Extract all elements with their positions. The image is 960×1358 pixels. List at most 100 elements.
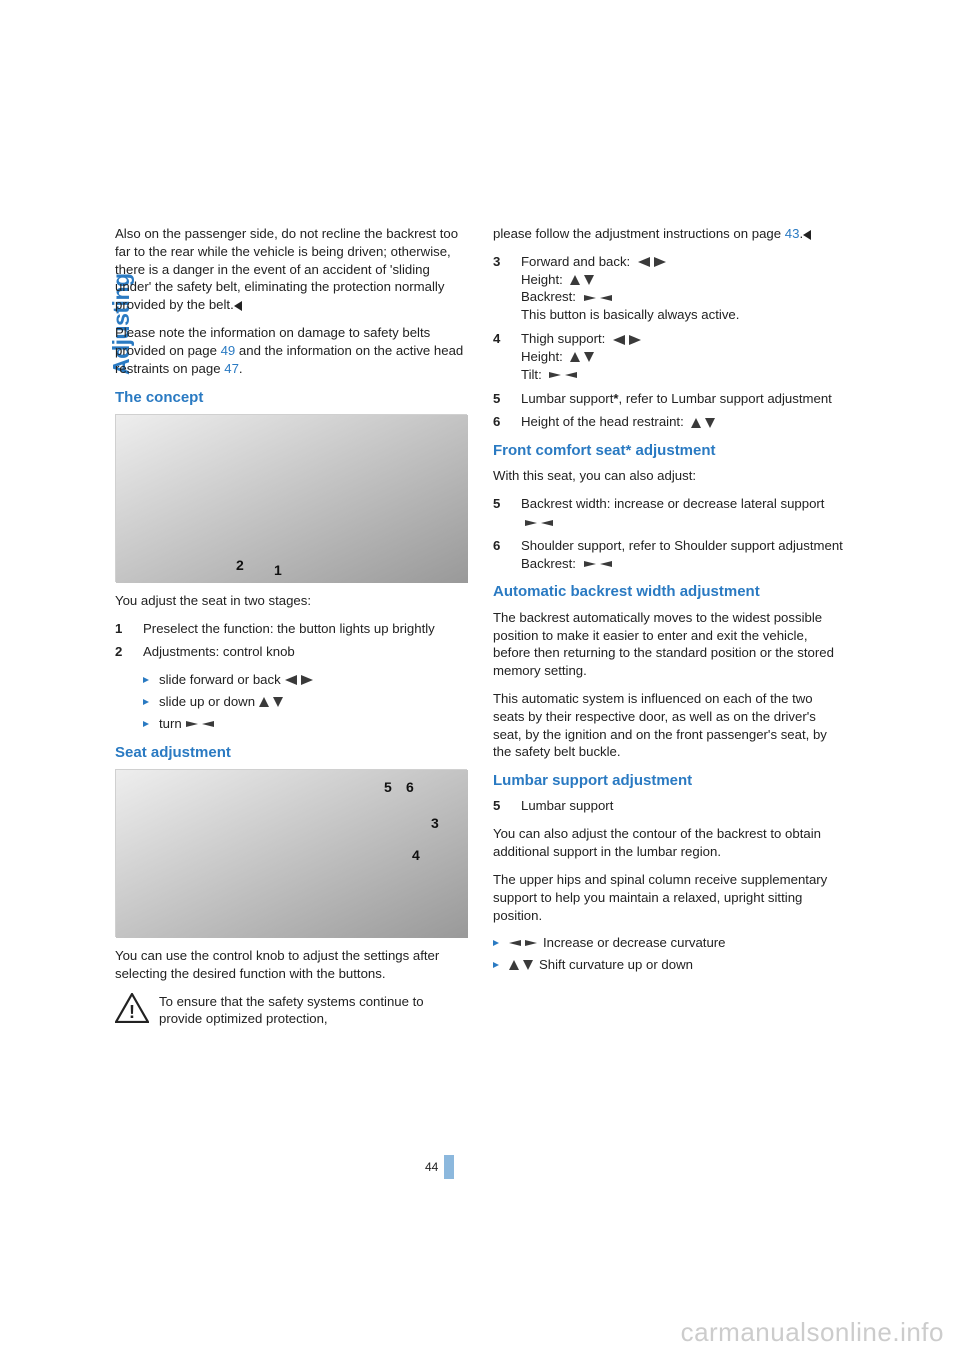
page-link[interactable]: 43 <box>785 226 800 241</box>
sub-list-item: turn <box>143 715 467 733</box>
numbered-list: 1 Preselect the function: the button lig… <box>115 620 467 662</box>
heading-seat-adjustment: Seat adjustment <box>115 743 467 763</box>
turn-left-icon <box>202 719 214 729</box>
arrow-up-icon <box>691 418 701 428</box>
body-text: With this seat, you can also adjust: <box>493 467 845 485</box>
page-link[interactable]: 49 <box>221 343 236 358</box>
end-mark-icon <box>803 230 811 240</box>
arrow-down-icon <box>705 418 715 428</box>
sub-text: slide forward or back <box>159 671 281 689</box>
sub-text: Shift curvature up or down <box>539 956 693 974</box>
arrow-up-icon <box>509 960 519 970</box>
heading-lumbar: Lumbar support adjustment <box>493 771 845 791</box>
arrow-down-icon <box>523 960 533 970</box>
svg-text:2: 2 <box>236 557 244 573</box>
sub-list-item: Shift curvature up or down <box>493 956 845 974</box>
body-text: This automatic system is influenced on e… <box>493 690 845 761</box>
list-text: Height of the head restraint: <box>521 413 845 431</box>
list-item: 6 Height of the head restraint: <box>493 413 845 431</box>
page-content: Also on the passenger side, do not recli… <box>115 225 845 1038</box>
arrow-left-icon <box>613 335 625 345</box>
bullet-icon <box>493 940 499 946</box>
arrow-left-icon <box>638 257 650 267</box>
numbered-list: 3 Forward and back: Height: <box>493 253 845 431</box>
body-text: The backrest automatically moves to the … <box>493 609 845 680</box>
turn-left-icon <box>509 938 521 948</box>
left-column: Also on the passenger side, do not recli… <box>115 225 467 1038</box>
page-number: 44 <box>425 1155 454 1179</box>
arrow-right-icon <box>629 335 641 345</box>
bullet-icon <box>143 699 149 705</box>
list-number: 6 <box>493 413 521 431</box>
list-number: 5 <box>493 495 521 531</box>
list-text: Adjustments: control knob <box>143 643 467 661</box>
list-number: 4 <box>493 330 521 383</box>
list-number: 2 <box>115 643 143 661</box>
arrow-up-icon <box>259 697 269 707</box>
list-item: 5 Lumbar support*, refer to Lumbar suppo… <box>493 390 845 408</box>
body-text: Also on the passenger side, do not recli… <box>115 225 467 314</box>
list-text: Preselect the function: the button light… <box>143 620 467 638</box>
sub-list: slide forward or back slide up or down t… <box>115 671 467 732</box>
arrow-up-icon <box>570 275 580 285</box>
list-number: 1 <box>115 620 143 638</box>
sub-list-item: slide up or down <box>143 693 467 711</box>
list-number: 5 <box>493 797 521 815</box>
arrow-right-icon <box>301 675 313 685</box>
list-text: Thigh support: Height: Tilt: <box>521 330 845 383</box>
bullet-icon <box>143 677 149 683</box>
page-number-bar <box>444 1155 454 1179</box>
sub-list-item: Increase or decrease curvature <box>493 934 845 952</box>
seat-adjustment-illustration: 5 6 3 4 <box>115 769 467 937</box>
svg-text:1: 1 <box>274 562 282 578</box>
heading-concept: The concept <box>115 388 467 408</box>
body-text: The upper hips and spinal column receive… <box>493 871 845 924</box>
svg-text:6: 6 <box>406 779 414 795</box>
list-item: 5 Backrest width: increase or decrease l… <box>493 495 845 531</box>
list-item: 2 Adjustments: control knob <box>115 643 467 661</box>
sub-text: slide up or down <box>159 693 255 711</box>
svg-text:3: 3 <box>431 815 439 831</box>
arrow-up-icon <box>570 352 580 362</box>
list-text: Shoulder support, refer to Shoulder supp… <box>521 537 845 573</box>
page-link[interactable]: 47 <box>224 361 239 376</box>
heading-auto-backrest: Automatic backrest width adjustment <box>493 582 845 602</box>
turn-right-icon <box>549 370 561 380</box>
arrow-right-icon <box>654 257 666 267</box>
list-item: 6 Shoulder support, refer to Shoulder su… <box>493 537 845 573</box>
svg-text:5: 5 <box>384 779 392 795</box>
right-column: please follow the adjustment instruction… <box>493 225 845 1038</box>
warning-icon: ! <box>115 993 149 1023</box>
bullet-icon <box>493 962 499 968</box>
heading-front-comfort: Front comfort seat* adjustment <box>493 441 845 461</box>
svg-text:4: 4 <box>412 847 420 863</box>
turn-right-icon <box>584 293 596 303</box>
warning-text: To ensure that the safety systems contin… <box>159 993 467 1029</box>
arrow-left-icon <box>285 675 297 685</box>
concept-illustration: 2 1 <box>115 414 467 582</box>
list-text: Lumbar support <box>521 797 845 815</box>
list-number: 5 <box>493 390 521 408</box>
list-item: 5 Lumbar support <box>493 797 845 815</box>
bullet-icon <box>143 721 149 727</box>
svg-text:!: ! <box>129 1002 135 1022</box>
sub-list: Increase or decrease curvature Shift cur… <box>493 934 845 974</box>
body-text: You can also adjust the contour of the b… <box>493 825 845 861</box>
list-item: 3 Forward and back: Height: <box>493 253 845 324</box>
list-number: 6 <box>493 537 521 573</box>
body-text: Please note the information on damage to… <box>115 324 467 377</box>
watermark: carmanualsonline.info <box>681 1317 944 1348</box>
list-text: Forward and back: Height: Backrest: <box>521 253 845 324</box>
list-item: 1 Preselect the function: the button lig… <box>115 620 467 638</box>
turn-left-icon <box>541 518 553 528</box>
sub-text: turn <box>159 715 182 733</box>
turn-right-icon <box>186 719 198 729</box>
body-text: You adjust the seat in two stages: <box>115 592 467 610</box>
body-text: You can use the control knob to adjust t… <box>115 947 467 983</box>
list-item: 4 Thigh support: Height: Ti <box>493 330 845 383</box>
numbered-list: 5 Lumbar support <box>493 797 845 815</box>
arrow-down-icon <box>584 275 594 285</box>
warning-block: ! To ensure that the safety systems cont… <box>115 993 467 1029</box>
list-text: Backrest width: increase or decrease lat… <box>521 495 845 531</box>
arrow-down-icon <box>584 352 594 362</box>
